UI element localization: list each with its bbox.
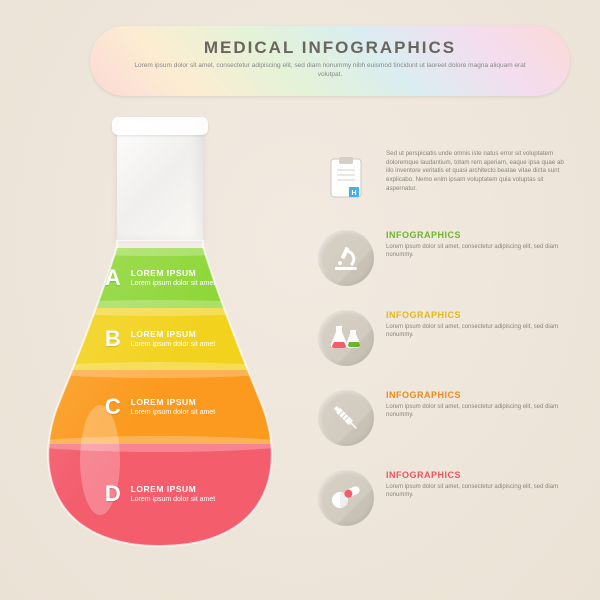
layer-text: LOREM IPSUMLorem ipsum dolor sit amet	[131, 397, 215, 417]
list-item: INFOGRAPHICS Lorem ipsum dolor sit amet, …	[318, 470, 568, 526]
flasks-icon	[318, 310, 374, 366]
page-title: MEDICAL INFOGRAPHICS	[90, 38, 570, 58]
intro-text: Sed ut perspiciatis unde omnis iste natu…	[386, 150, 568, 193]
layer-letter: C	[105, 394, 121, 420]
item-list: H Sed ut perspiciatis unde omnis iste na…	[318, 150, 568, 550]
list-item: INFOGRAPHICS Lorem ipsum dolor sit amet, …	[318, 230, 568, 286]
item-title: INFOGRAPHICS	[386, 310, 568, 320]
layer-letter: D	[105, 481, 121, 507]
clipboard-icon: H	[318, 150, 374, 206]
flask-layer-a: A LOREM IPSUMLorem ipsum dolor sit amet	[30, 248, 290, 308]
item-desc: Lorem ipsum dolor sit amet, consectetur …	[386, 243, 568, 260]
list-item: INFOGRAPHICS Lorem ipsum dolor sit amet, …	[318, 390, 568, 446]
item-title: INFOGRAPHICS	[386, 470, 568, 480]
syringe-icon	[318, 390, 374, 446]
item-desc: Lorem ipsum dolor sit amet, consectetur …	[386, 403, 568, 420]
item-desc: Lorem ipsum dolor sit amet, consectetur …	[386, 323, 568, 340]
flask-neck	[117, 120, 203, 240]
flask-layer-b: B LOREM IPSUMLorem ipsum dolor sit amet	[30, 308, 290, 370]
layer-text: LOREM IPSUMLorem ipsum dolor sit amet	[131, 329, 215, 349]
item-title: INFOGRAPHICS	[386, 390, 568, 400]
list-item: INFOGRAPHICS Lorem ipsum dolor sit amet, …	[318, 310, 568, 366]
microscope-icon	[318, 230, 374, 286]
layer-text: LOREM IPSUMLorem ipsum dolor sit amet	[131, 484, 215, 504]
pills-icon	[318, 470, 374, 526]
item-title: INFOGRAPHICS	[386, 230, 568, 240]
item-desc: Lorem ipsum dolor sit amet, consectetur …	[386, 483, 568, 500]
flask-body: ALOREM IPSUMLorem ipsum dolor sit ametBL…	[30, 240, 290, 550]
layer-text: LOREM IPSUMLorem ipsum dolor sit amet	[131, 268, 215, 288]
intro-block: H Sed ut perspiciatis unde omnis iste na…	[318, 150, 568, 206]
layer-letter: A	[105, 265, 121, 291]
flask-layer-c: C LOREM IPSUMLorem ipsum dolor sit amet	[30, 370, 290, 444]
flask-graphic: ALOREM IPSUMLorem ipsum dolor sit ametBL…	[30, 120, 290, 550]
flask-layer-d: D LOREM IPSUMLorem ipsum dolor sit amet	[30, 444, 290, 544]
header-pill: MEDICAL INFOGRAPHICS Lorem ipsum dolor s…	[90, 26, 570, 96]
layer-letter: B	[105, 326, 121, 352]
svg-text:H: H	[351, 190, 356, 197]
page-subtitle: Lorem ipsum dolor sit amet, consectetur …	[90, 61, 570, 79]
